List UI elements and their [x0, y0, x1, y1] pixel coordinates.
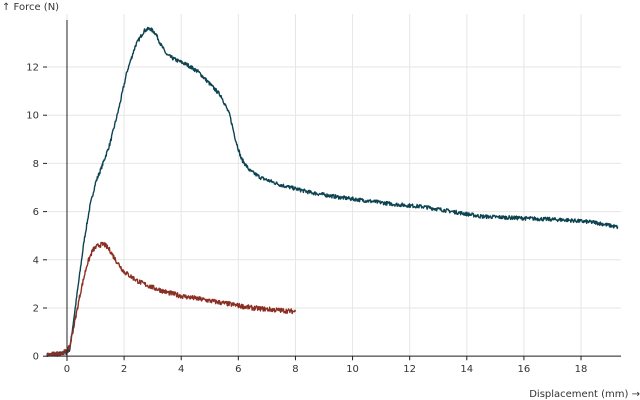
- x-tick-label: 2: [121, 364, 127, 375]
- y-tick-label: 6: [33, 207, 39, 218]
- x-tick-label: 12: [403, 364, 416, 375]
- series-layer: [46, 26, 619, 357]
- x-tick-label: 16: [518, 364, 531, 375]
- x-tick-label: 14: [460, 364, 473, 375]
- axes: [47, 20, 621, 361]
- series-line-1: [46, 26, 619, 357]
- y-tick-label: 12: [26, 63, 39, 74]
- x-tick-label: 18: [575, 364, 588, 375]
- y-axis-title: ↑ Force (N): [2, 2, 59, 13]
- x-tick-label: 4: [178, 364, 184, 375]
- x-tick-label: 8: [292, 364, 298, 375]
- x-tick-label: 0: [64, 364, 70, 375]
- y-tick-label: 10: [26, 111, 39, 122]
- y-tick-label: 2: [33, 303, 39, 314]
- series-line-2: [46, 241, 297, 357]
- x-axis-title: Displacement (mm) →: [529, 389, 640, 400]
- y-tick-label: 4: [33, 255, 39, 266]
- ticks: 0 2 4 6 8 10 12 14 16 18 0 2 4 6 8 10 12: [26, 63, 587, 376]
- y-tick-label: 8: [33, 159, 39, 170]
- gridlines: [47, 14, 621, 361]
- x-tick-label: 6: [235, 364, 241, 375]
- y-tick-label: 0: [33, 352, 39, 363]
- x-tick-label: 10: [346, 364, 359, 375]
